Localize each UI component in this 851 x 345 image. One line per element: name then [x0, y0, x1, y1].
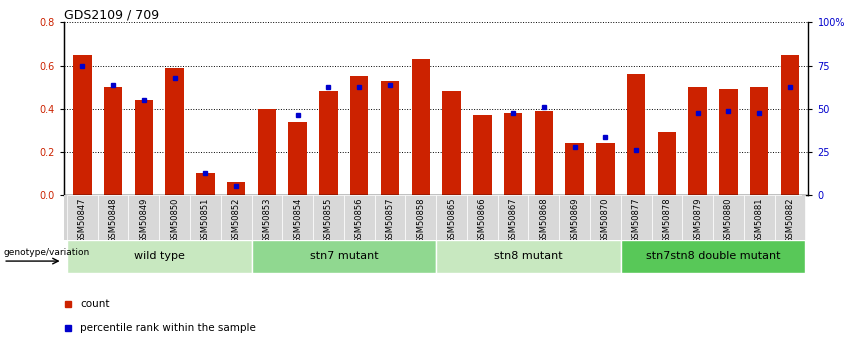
Bar — [196, 173, 214, 195]
Bar — [443, 91, 460, 195]
Text: count: count — [80, 299, 110, 308]
Text: GSM50847: GSM50847 — [77, 197, 87, 243]
Bar — [98, 195, 129, 240]
Text: GSM50880: GSM50880 — [724, 197, 733, 243]
Text: GSM50865: GSM50865 — [447, 197, 456, 243]
Text: GSM50851: GSM50851 — [201, 197, 210, 243]
Bar — [436, 195, 467, 240]
Text: GSM50879: GSM50879 — [694, 197, 702, 243]
Bar — [774, 195, 805, 240]
Text: GSM50881: GSM50881 — [755, 197, 763, 243]
Bar — [104, 87, 123, 195]
Text: GSM50854: GSM50854 — [294, 197, 302, 243]
Bar — [319, 91, 338, 195]
Bar — [473, 115, 492, 195]
Bar — [597, 143, 614, 195]
Bar — [780, 55, 799, 195]
Bar — [258, 109, 276, 195]
Text: GSM50852: GSM50852 — [231, 197, 241, 243]
Bar — [227, 182, 245, 195]
Bar — [67, 195, 98, 240]
Bar — [374, 195, 405, 240]
Bar — [683, 195, 713, 240]
Bar — [67, 240, 252, 273]
Text: GSM50870: GSM50870 — [601, 197, 610, 243]
Bar — [688, 87, 707, 195]
Bar — [283, 195, 313, 240]
Bar — [288, 121, 307, 195]
Text: GSM50882: GSM50882 — [785, 197, 795, 243]
Text: percentile rank within the sample: percentile rank within the sample — [80, 323, 256, 333]
Bar — [313, 195, 344, 240]
Bar — [620, 240, 805, 273]
Bar — [134, 100, 153, 195]
Bar — [159, 195, 190, 240]
Text: GSM50866: GSM50866 — [477, 197, 487, 243]
Text: GSM50853: GSM50853 — [262, 197, 271, 243]
Bar — [129, 195, 159, 240]
Bar — [498, 195, 528, 240]
Text: GSM50848: GSM50848 — [109, 197, 117, 243]
Bar — [713, 195, 744, 240]
Text: GSM50857: GSM50857 — [386, 197, 395, 243]
Text: genotype/variation: genotype/variation — [3, 248, 89, 257]
Bar — [436, 240, 620, 273]
Bar — [590, 195, 620, 240]
Bar — [534, 111, 553, 195]
Text: GSM50858: GSM50858 — [416, 197, 426, 243]
Bar — [620, 195, 652, 240]
Bar — [252, 240, 436, 273]
Text: stn8 mutant: stn8 mutant — [494, 251, 563, 261]
Text: GSM50849: GSM50849 — [140, 197, 148, 243]
Text: GSM50868: GSM50868 — [540, 197, 548, 243]
Text: GSM50855: GSM50855 — [324, 197, 333, 243]
Bar — [380, 81, 399, 195]
Bar — [467, 195, 498, 240]
Bar — [528, 195, 559, 240]
Bar — [344, 195, 374, 240]
Text: GSM50867: GSM50867 — [509, 197, 517, 243]
Bar — [220, 195, 252, 240]
Bar — [350, 76, 368, 195]
Bar — [405, 195, 436, 240]
Bar — [252, 195, 283, 240]
Bar — [627, 74, 645, 195]
Bar — [719, 89, 738, 195]
Bar — [412, 59, 430, 195]
Bar — [73, 55, 92, 195]
Bar — [658, 132, 677, 195]
Bar — [190, 195, 220, 240]
Text: GSM50869: GSM50869 — [570, 197, 579, 243]
Text: GSM50878: GSM50878 — [662, 197, 671, 243]
Bar — [652, 195, 683, 240]
Text: GSM50850: GSM50850 — [170, 197, 179, 243]
Text: stn7stn8 double mutant: stn7stn8 double mutant — [646, 251, 780, 261]
Text: GSM50856: GSM50856 — [355, 197, 363, 243]
Text: wild type: wild type — [134, 251, 185, 261]
Bar — [165, 68, 184, 195]
Text: stn7 mutant: stn7 mutant — [310, 251, 378, 261]
Bar — [744, 195, 774, 240]
Bar — [504, 113, 523, 195]
Bar — [750, 87, 768, 195]
Text: GDS2109 / 709: GDS2109 / 709 — [64, 8, 159, 21]
Text: GSM50877: GSM50877 — [631, 197, 641, 243]
Bar — [565, 143, 584, 195]
Bar — [559, 195, 590, 240]
